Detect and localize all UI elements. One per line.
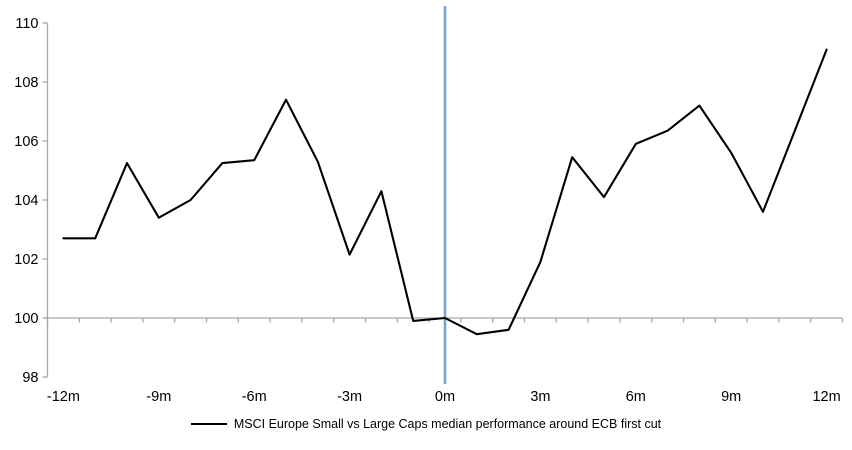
x-axis-tick-label: 6m — [626, 389, 646, 405]
y-axis-tick-label: 108 — [14, 75, 38, 91]
x-axis-tick-label: -6m — [242, 389, 267, 405]
x-axis-tick-label: 12m — [812, 389, 840, 405]
x-axis-tick-label: 3m — [530, 389, 550, 405]
legend: MSCI Europe Small vs Large Caps median p… — [0, 417, 852, 431]
axes: 98 100 102 104 106 108 110 -12m -9m -6m -3m 0m 3m 6m 9… — [14, 16, 844, 405]
y-axis-tick-label: 100 — [14, 311, 38, 327]
legend-series-label: MSCI Europe Small vs Large Caps median p… — [233, 417, 662, 431]
y-axis-tick-label: 102 — [14, 252, 38, 268]
y-axis-tick-label: 106 — [14, 134, 38, 150]
legend-line-sample-icon — [190, 423, 227, 425]
x-axis-tick-label: -9m — [146, 389, 171, 405]
x-axis-tick-label: 9m — [721, 389, 741, 405]
y-axis-tick-label: 110 — [15, 16, 38, 32]
y-axis-tick-label: 104 — [14, 193, 38, 209]
y-axis-tick-label: 98 — [22, 370, 38, 386]
x-axis-tick-label: -12m — [47, 389, 80, 405]
x-axis-tick-label: 0m — [435, 389, 455, 405]
series-line — [62, 48, 828, 336]
line-chart: 98 100 102 104 106 108 110 -12m -9m -6m -3m 0m 3m 6m 9… — [14, 6, 844, 405]
x-axis-tick-label: -3m — [337, 389, 362, 405]
